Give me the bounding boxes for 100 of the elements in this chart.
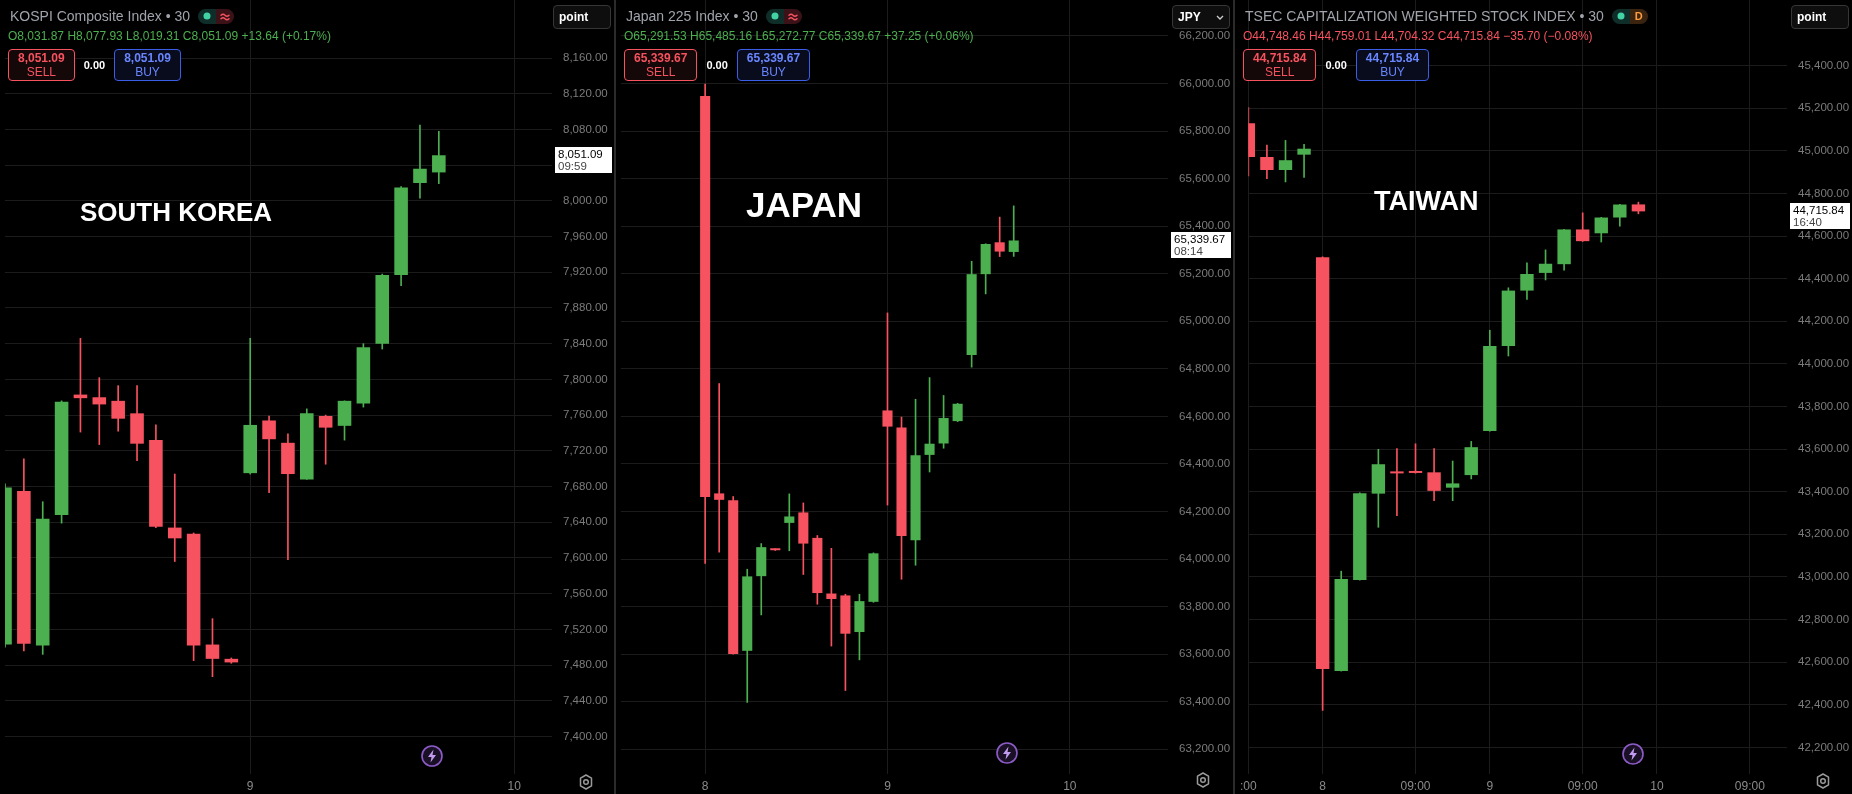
annotation: TAIWAN (1374, 186, 1479, 217)
annotation: 65,339.67 BUY (736, 49, 811, 81)
x-tick-label: 10 (1650, 778, 1664, 793)
y-tick-label: 65,200.00 (1179, 266, 1231, 279)
text: point (1797, 10, 1827, 24)
y-tick-label: 63,800.00 (1179, 599, 1231, 612)
y-tick-label: 66,000.00 (1179, 76, 1231, 89)
y-tick-label: 64,800.00 (1179, 361, 1231, 374)
y-tick-label: 44,200.00 (1798, 314, 1850, 327)
annotation: 44,715.84 SELL (1243, 49, 1317, 81)
annotation: 65,339.67 SELL (624, 49, 698, 81)
y-tick-label: 63,200.00 (1179, 742, 1231, 755)
y-tick-label: 8,120.00 (563, 86, 608, 99)
text: KOSPI Composite Index • 30 (10, 8, 190, 24)
annotation: 8,051.09 SELL (8, 49, 75, 81)
candlestick (714, 383, 725, 553)
candlestick (262, 415, 276, 494)
x-tick-label: 10 (1063, 778, 1077, 793)
y-tick-label: 7,440.00 (563, 693, 608, 706)
text: JPY (1178, 10, 1201, 24)
x-tick-label: 10 (507, 778, 522, 793)
text: Japan 225 Index • 30 (626, 8, 758, 24)
text: TSEC CAPITALIZATION WEIGHTED STOCK INDEX • 30 (1245, 8, 1604, 24)
y-tick-label: 64,000.00 (1179, 552, 1231, 565)
y-tick-label: 43,400.00 (1798, 484, 1850, 497)
y-tick-label: 63,600.00 (1179, 647, 1231, 660)
y-tick-label: 42,200.00 (1798, 740, 1850, 753)
x-tick-label: 9 (884, 778, 892, 793)
y-tick-label: 8,160.00 (563, 51, 608, 64)
y-tick-label: 43,000.00 (1798, 570, 1850, 583)
y-tick-label: 64,400.00 (1179, 457, 1231, 470)
y-tick-label: 44,000.00 (1798, 357, 1850, 370)
candlestick (281, 433, 295, 561)
text: O8,031.87 H8,077.93 L8,019.31 C8,051.09 +13.64 (+0.17%) (8, 29, 331, 43)
candlestick (1008, 205, 1019, 257)
x-tick-label: 8 (1319, 778, 1327, 793)
annotation: 44,715.84 BUY (1355, 49, 1430, 81)
y-tick-label: 45,200.00 (1798, 101, 1850, 114)
y-tick-label: 44,600.00 (1798, 229, 1850, 242)
y-tick-label: 65,600.00 (1179, 171, 1231, 184)
y-tick-label: 8,080.00 (563, 122, 608, 135)
y-tick-label: 7,480.00 (563, 658, 608, 671)
y-tick-label: 42,800.00 (1798, 612, 1850, 625)
y-tick-label: 63,400.00 (1179, 694, 1231, 707)
y-tick-label: 7,720.00 (563, 444, 608, 456)
y-tick-label: 8,000.00 (563, 194, 608, 207)
y-tick-label: 7,680.00 (563, 479, 608, 492)
y-tick-label: 42,600.00 (1798, 655, 1850, 668)
x-tick-label: 09:00 (1734, 778, 1766, 793)
text: 44,715.84 16:40 (1790, 203, 1850, 230)
y-tick-label: 7,560.00 (563, 586, 608, 599)
y-tick-label: 43,600.00 (1798, 442, 1850, 455)
y-tick-label: 7,520.00 (563, 622, 608, 635)
y-tick-label: 45,400.00 (1798, 58, 1850, 71)
candlestick (1297, 143, 1311, 178)
y-tick-label: 7,840.00 (563, 336, 608, 349)
candlestick (994, 216, 1005, 257)
y-tick-label: 65,000.00 (1179, 314, 1231, 327)
annotation: D (1629, 8, 1648, 24)
y-tick-label: 7,400.00 (563, 729, 608, 742)
x-tick-label: 09:00 (1400, 778, 1431, 793)
text: point (559, 10, 589, 24)
candlestick (92, 377, 107, 445)
y-tick-label: 7,640.00 (563, 515, 608, 528)
candlestick (413, 124, 427, 199)
y-tick-label: 64,600.00 (1179, 409, 1231, 422)
y-tick-label: 44,400.00 (1798, 271, 1850, 284)
y-tick-label: 65,400.00 (1179, 219, 1231, 232)
y-tick-label: 7,760.00 (563, 408, 608, 421)
x-tick-label: 9 (246, 778, 254, 793)
annotation: 8,051.09 BUY (114, 49, 181, 81)
y-tick-label: 45,000.00 (1798, 144, 1850, 157)
candlestick (167, 473, 182, 562)
y-tick-label: 66,200.00 (1179, 29, 1231, 42)
y-tick-label: 7,960.00 (563, 229, 608, 242)
text: 8,051.09 09:59 (555, 147, 612, 174)
annotation: 0.00 (83, 59, 106, 71)
y-tick-label: 43,800.00 (1798, 399, 1850, 412)
annotation: JAPAN (746, 185, 863, 225)
y-tick-label: 64,200.00 (1179, 504, 1231, 517)
y-tick-label: 7,880.00 (563, 301, 608, 314)
x-tick-label: 09:00 (1567, 778, 1599, 793)
y-tick-label: 7,920.00 (563, 265, 608, 278)
annotation: 0.00 (1325, 59, 1347, 71)
text: 65,339.67 08:14 (1171, 232, 1231, 259)
y-tick-label: 44,800.00 (1798, 186, 1850, 199)
y-tick-label: 65,800.00 (1179, 124, 1231, 137)
x-tick-label: 8 (701, 778, 709, 793)
text: O44,748.46 H44,759.01 L44,704.32 C44,715.84 −35.70 (−0.08%) (1243, 29, 1593, 43)
annotation: 0.00 (706, 59, 728, 71)
y-tick-label: 7,800.00 (563, 372, 608, 385)
candlestick (1390, 448, 1404, 517)
x-tick-label: :00 (1240, 778, 1257, 793)
candlestick (784, 493, 795, 552)
x-tick-label: 9 (1486, 778, 1494, 793)
annotation: SOUTH KOREA (80, 197, 273, 228)
y-tick-label: 42,400.00 (1798, 697, 1850, 710)
text: O65,291.53 H65,485.16 L65,272.77 C65,339.67 +37.25 (+0.06%) (624, 29, 974, 43)
y-tick-label: 43,200.00 (1798, 527, 1850, 540)
y-tick-label: 7,600.00 (563, 551, 608, 564)
